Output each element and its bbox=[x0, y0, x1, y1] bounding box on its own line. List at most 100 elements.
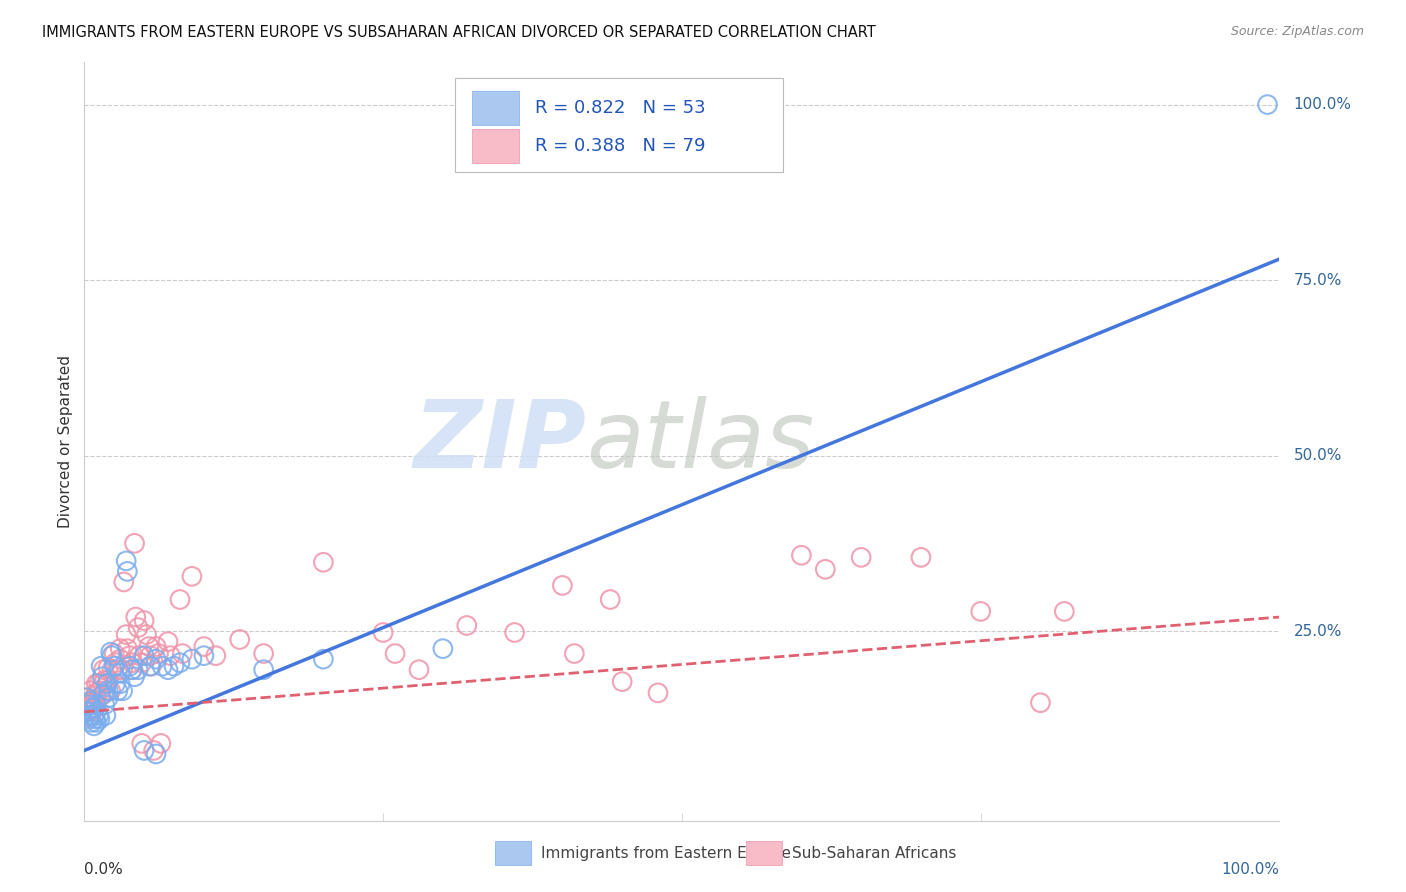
Point bbox=[101, 648, 124, 663]
Point bbox=[103, 659, 125, 673]
Text: Source: ZipAtlas.com: Source: ZipAtlas.com bbox=[1230, 25, 1364, 38]
Point bbox=[86, 698, 108, 712]
Point bbox=[77, 696, 100, 710]
Point bbox=[97, 660, 120, 674]
Point bbox=[86, 715, 108, 730]
Text: 75.0%: 75.0% bbox=[1294, 273, 1343, 287]
Point bbox=[94, 708, 117, 723]
Point bbox=[970, 604, 993, 618]
Point bbox=[193, 640, 215, 654]
Point bbox=[110, 641, 132, 656]
Point bbox=[77, 712, 100, 726]
Point bbox=[104, 677, 127, 691]
Point bbox=[83, 696, 105, 710]
Point bbox=[229, 632, 252, 647]
Point bbox=[814, 562, 837, 576]
Point bbox=[100, 645, 122, 659]
Point bbox=[790, 548, 813, 563]
Point bbox=[145, 747, 167, 761]
Point bbox=[90, 659, 112, 673]
Point bbox=[312, 652, 335, 666]
Point bbox=[110, 666, 132, 681]
Point bbox=[181, 569, 204, 583]
Point bbox=[127, 663, 149, 677]
Point bbox=[82, 701, 104, 715]
Point bbox=[97, 673, 120, 688]
Point bbox=[384, 647, 406, 661]
Point bbox=[125, 610, 148, 624]
Y-axis label: Divorced or Separated: Divorced or Separated bbox=[58, 355, 73, 528]
Point bbox=[124, 670, 146, 684]
Point bbox=[193, 648, 215, 663]
Point bbox=[89, 683, 111, 698]
Point bbox=[97, 683, 120, 698]
Text: R = 0.822   N = 53: R = 0.822 N = 53 bbox=[534, 99, 706, 117]
Point bbox=[111, 663, 134, 677]
Point bbox=[96, 677, 118, 691]
Point bbox=[121, 663, 143, 677]
Point bbox=[100, 683, 122, 698]
Point bbox=[118, 659, 141, 673]
Point bbox=[84, 712, 107, 726]
Point bbox=[86, 686, 108, 700]
Text: Immigrants from Eastern Europe: Immigrants from Eastern Europe bbox=[541, 846, 792, 861]
Point bbox=[117, 641, 139, 656]
Point bbox=[96, 677, 118, 691]
Point bbox=[172, 647, 194, 661]
Point bbox=[157, 634, 180, 648]
Point bbox=[107, 663, 129, 677]
Point bbox=[148, 647, 170, 661]
Point bbox=[132, 648, 156, 663]
Point bbox=[77, 698, 100, 712]
Point bbox=[86, 696, 108, 710]
Point bbox=[117, 565, 139, 579]
Point bbox=[149, 736, 172, 750]
Point bbox=[124, 536, 146, 550]
Point bbox=[101, 663, 124, 677]
Point bbox=[93, 687, 115, 701]
Point bbox=[80, 715, 103, 730]
Text: 25.0%: 25.0% bbox=[1294, 624, 1343, 639]
Point bbox=[169, 592, 191, 607]
Point bbox=[139, 648, 162, 663]
Point bbox=[131, 656, 153, 670]
Point bbox=[118, 648, 141, 663]
Text: 100.0%: 100.0% bbox=[1222, 863, 1279, 878]
FancyBboxPatch shape bbox=[471, 91, 519, 125]
Point bbox=[77, 703, 100, 717]
Point bbox=[564, 647, 586, 661]
Point bbox=[159, 648, 181, 663]
Point bbox=[97, 690, 120, 705]
Point bbox=[131, 736, 153, 750]
Point bbox=[83, 719, 105, 733]
Point bbox=[150, 659, 173, 673]
Text: R = 0.388   N = 79: R = 0.388 N = 79 bbox=[534, 136, 706, 155]
FancyBboxPatch shape bbox=[495, 841, 531, 865]
Point bbox=[163, 659, 186, 673]
Point bbox=[115, 554, 138, 568]
Point bbox=[1029, 696, 1052, 710]
Point bbox=[910, 550, 932, 565]
Point bbox=[76, 690, 98, 705]
Point bbox=[127, 621, 149, 635]
Point bbox=[103, 647, 125, 661]
Point bbox=[79, 708, 101, 723]
Text: ZIP: ZIP bbox=[413, 395, 586, 488]
Point bbox=[110, 652, 132, 666]
FancyBboxPatch shape bbox=[471, 129, 519, 162]
Point bbox=[86, 705, 108, 719]
Point bbox=[84, 689, 107, 703]
Point bbox=[145, 640, 167, 654]
Point bbox=[79, 696, 101, 710]
Point bbox=[142, 743, 165, 757]
Point bbox=[612, 674, 634, 689]
Point bbox=[139, 659, 162, 673]
Point bbox=[181, 652, 204, 666]
Text: Sub-Saharan Africans: Sub-Saharan Africans bbox=[792, 846, 956, 861]
Point bbox=[83, 703, 105, 717]
Point bbox=[79, 694, 101, 708]
Point bbox=[87, 708, 110, 723]
Point bbox=[86, 677, 108, 691]
Point bbox=[107, 683, 129, 698]
Point bbox=[503, 625, 526, 640]
